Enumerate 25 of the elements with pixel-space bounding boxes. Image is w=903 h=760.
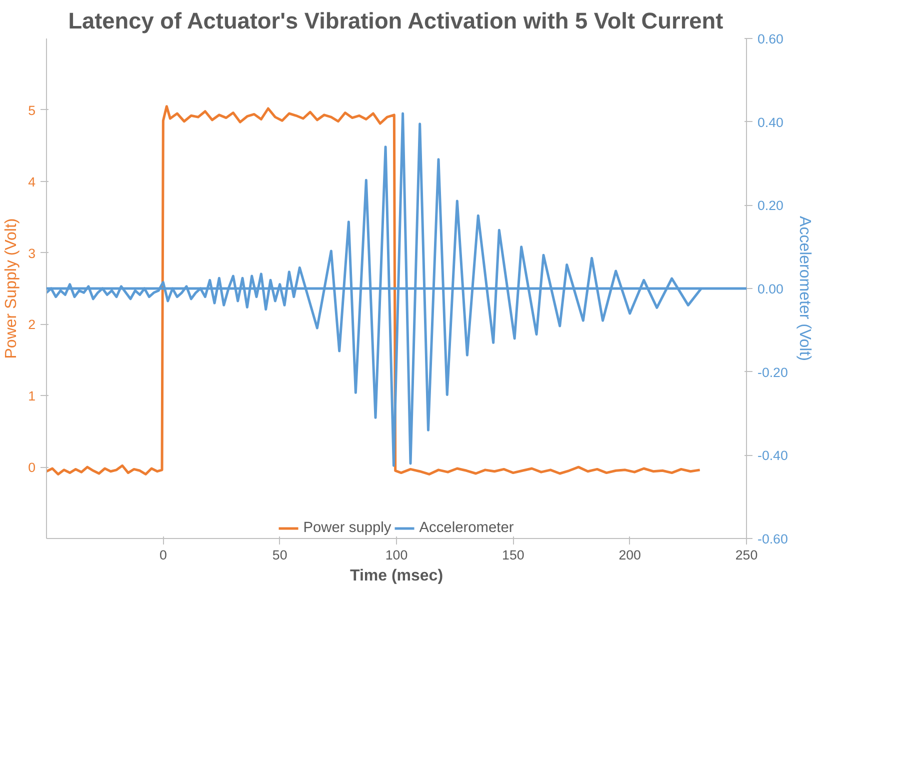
- y-axis-title: Power Supply (Volt): [3, 218, 20, 359]
- x-tick-label: 200: [618, 548, 641, 562]
- y2-tick-label: -0.40: [758, 448, 788, 464]
- y2-axis-title: Accelerometer (Volt): [796, 216, 813, 361]
- y-tick-label: 4: [28, 174, 36, 190]
- y2-tick-label: -0.60: [758, 532, 788, 546]
- y2-tick-label: -0.20: [758, 364, 788, 380]
- legend-label: Power supply: [303, 520, 392, 536]
- y2-tick-label: 0.40: [758, 114, 784, 130]
- y2-tick-label: 0.60: [758, 32, 784, 46]
- y-tick-label: 1: [28, 388, 36, 404]
- x-tick-label: 150: [502, 548, 524, 562]
- x-tick-label: 0: [159, 548, 167, 562]
- x-tick-label: 50: [272, 548, 288, 562]
- y-tick-label: 0: [28, 460, 36, 476]
- x-tick-label: 100: [385, 548, 408, 562]
- legend-label: Accelerometer: [419, 520, 514, 536]
- chart-title: Latency of Actuator's Vibration Activation with 5 Volt Current: [68, 8, 724, 34]
- y-tick-label: 3: [28, 246, 36, 261]
- y-tick-label: 5: [28, 102, 36, 118]
- y2-tick-label: 0.00: [758, 282, 784, 296]
- y2-tick-label: 0.20: [758, 198, 784, 214]
- y-tick-label: 2: [28, 317, 36, 332]
- x-axis-title: Time (msec): [350, 568, 444, 584]
- x-tick-label: 250: [735, 548, 758, 562]
